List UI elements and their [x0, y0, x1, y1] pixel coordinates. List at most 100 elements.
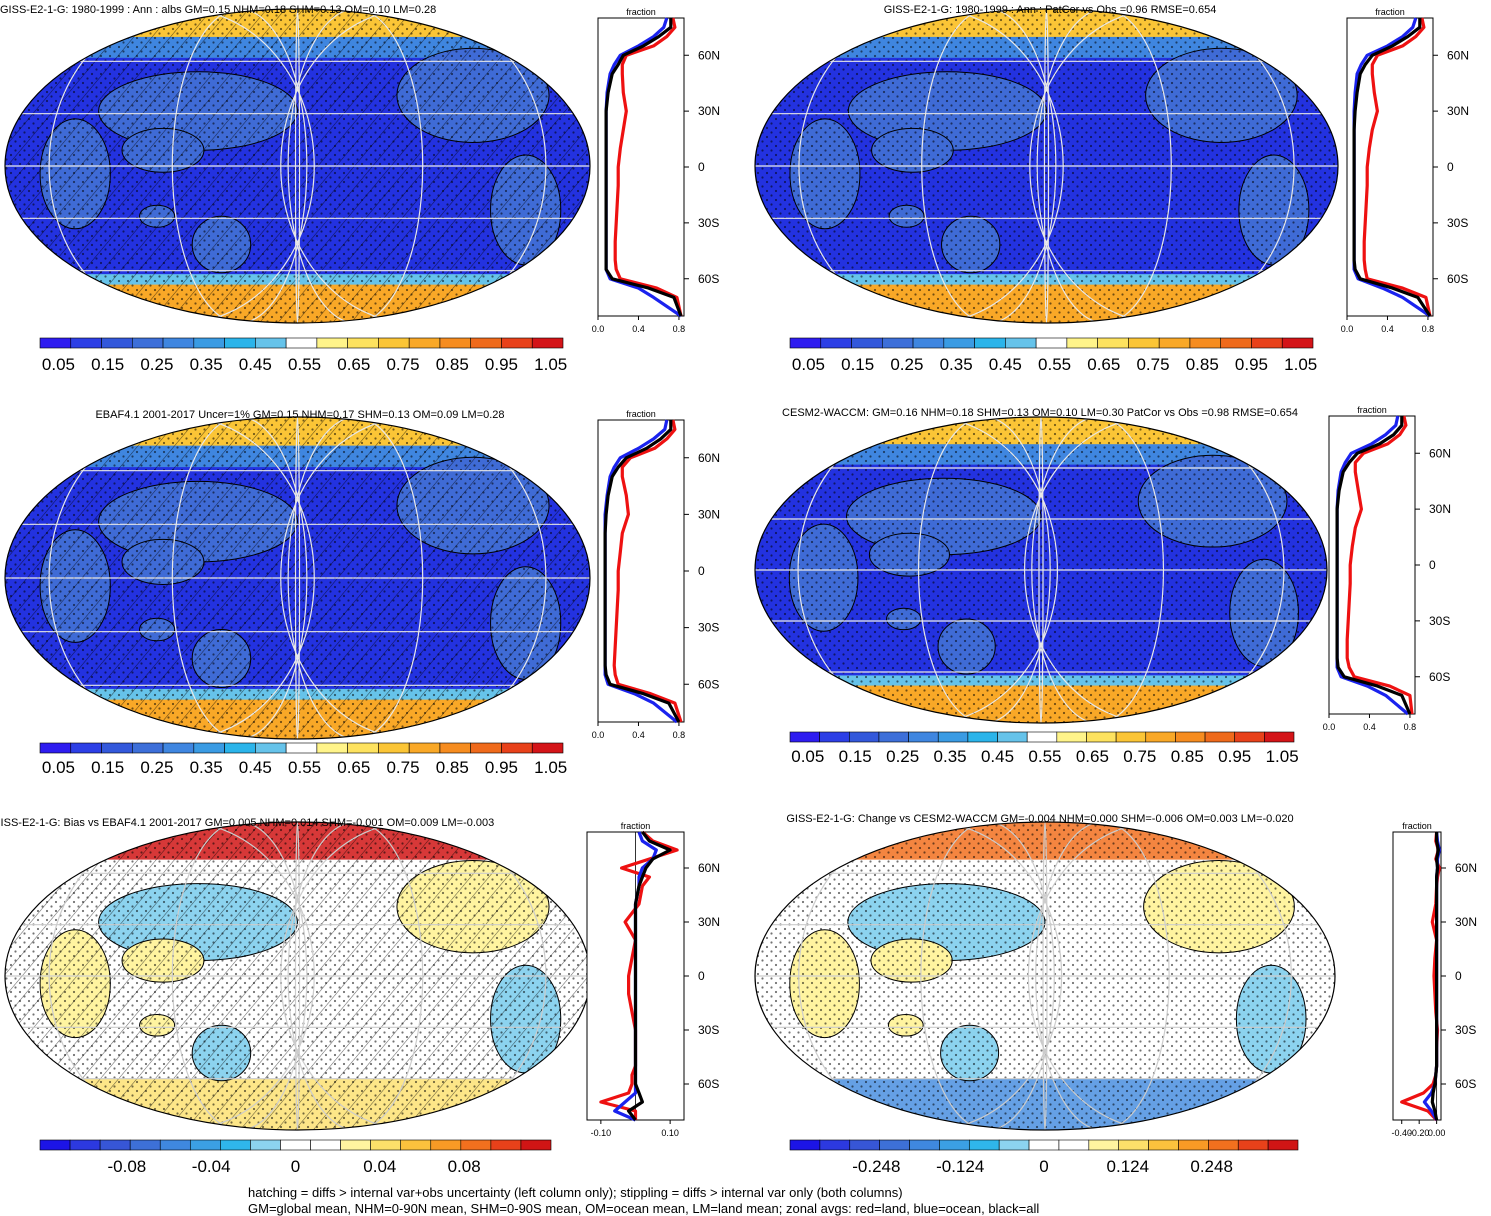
zonal-xtick-label: -0.20 [1409, 1128, 1430, 1138]
zonal-ytick-label: 60S [698, 677, 719, 691]
colorbar-swatch [881, 337, 914, 349]
colorbar-swatch [531, 742, 564, 754]
zonal-ytick-label: 60S [1455, 1077, 1476, 1091]
colorbar-swatch [1056, 731, 1087, 743]
colorbar-swatch [1005, 337, 1037, 349]
colorbar-swatch [1026, 731, 1058, 743]
meridian [798, 9, 1064, 323]
colorbar-swatch [370, 1139, 402, 1151]
meridian [1031, 417, 1165, 723]
colorbar-tick-label: 0.75 [1136, 355, 1169, 374]
zonal-ytick-label: 30N [1455, 915, 1477, 929]
meridian [797, 417, 1059, 723]
colorbar-tick-label: 1.05 [1266, 747, 1299, 766]
colorbar-tick-label: 0.85 [436, 355, 469, 374]
colorbar-swatch [1267, 1139, 1299, 1151]
colorbar-tick-label: 0.95 [1218, 747, 1251, 766]
colorbar-2: 0.05 0.15 0.25 0.35 0.45 0.55 0.65 0.75 0.85 0.95… [789, 337, 1317, 374]
colorbar-swatch [430, 1139, 462, 1151]
zonal-xtick-label: -0.40 [1391, 1128, 1412, 1138]
colorbar-swatch [340, 1139, 371, 1151]
colorbar-swatch [1035, 337, 1068, 349]
colorbar-swatch [1058, 1139, 1090, 1151]
zonal-panel-6: fraction -0.40-0.200.00 60N 30N 0 30S 60S [1391, 821, 1477, 1138]
colorbar-swatch [189, 1139, 221, 1151]
meridian [1043, 9, 1050, 323]
zonal-line-land [1345, 415, 1414, 715]
meridian [280, 417, 547, 739]
zonal-ytick-label: 30N [698, 507, 720, 521]
map-panel-4: CESM2-WACCM: GM=0.16 NHM=0.18 SHM=0.13 O… [754, 407, 1328, 724]
colorbar-swatch [131, 337, 164, 349]
colorbar-swatch [968, 1139, 1000, 1151]
colorbar-tick-label: 0.85 [1171, 747, 1204, 766]
colorbar-swatch [101, 742, 133, 754]
zonal-panel-4: fraction 0.0 0.4 0.8 60N 30N 0 30S 60S [1323, 405, 1451, 732]
meridian [1023, 417, 1285, 723]
colorbar-swatch [220, 1139, 251, 1151]
colorbar-4: 0.05 0.15 0.25 0.35 0.45 0.55 0.65 0.75 0.85 0.95… [789, 731, 1299, 766]
colorbar-swatch [1178, 1139, 1209, 1151]
footnote-line-1: hatching = diffs > internal var+obs unce… [248, 1185, 903, 1200]
zonal-frame [1392, 831, 1442, 1121]
colorbar-swatch [69, 1139, 101, 1151]
colorbar-swatch [470, 742, 502, 754]
colorbar-tick-label: 0.15 [839, 747, 872, 766]
map-title: EBAF4.1 2001-2017 Uncer=1% GM=0.15 NHM=0… [95, 409, 504, 421]
colorbar-tick-label: 0.55 [1028, 747, 1061, 766]
zonal-ytick-label: 60N [698, 861, 720, 875]
meridian [1029, 9, 1295, 323]
colorbar-tick-label: 0.15 [91, 758, 124, 777]
meridian [287, 9, 424, 323]
zonal-xtick-label: 0.4 [1381, 324, 1394, 334]
colorbar-swatch [1237, 1139, 1269, 1151]
colorbar-tick-label: 0.05 [791, 747, 824, 766]
zonal-ytick-label: 30S [698, 1023, 719, 1037]
zonal-ytick-label: 60S [698, 1077, 719, 1091]
colorbar-swatch [347, 742, 379, 754]
zonal-ytick-label: 0 [698, 564, 705, 578]
colorbar-swatch [997, 731, 1028, 743]
colorbar-tick-label: 0.95 [485, 355, 518, 374]
colorbar-swatch [316, 337, 348, 349]
colorbar-tick-label: 0.25 [890, 355, 923, 374]
zonal-ytick-label: 30N [698, 104, 720, 118]
meridian [48, 417, 315, 739]
colorbar-swatch [285, 337, 318, 349]
colorbar-swatch [520, 1139, 552, 1151]
zonal-panel-1: fraction 0.0 0.4 0.8 60N 30N 0 30S 60S [592, 7, 720, 334]
meridian [1038, 417, 1044, 723]
colorbar-swatch [250, 1139, 281, 1151]
colorbar-swatch [851, 337, 883, 349]
colorbar-swatch [943, 337, 975, 349]
zonal-xtick-label: 0.0 [1341, 324, 1354, 334]
zonal-ytick-label: 0 [1455, 969, 1462, 983]
zonal-xtick-label: 0.4 [1363, 722, 1376, 732]
colorbar-tick-label: 0.95 [1235, 355, 1268, 374]
colorbar-swatch [285, 742, 318, 754]
map-title: CESM2-WACCM: GM=0.16 NHM=0.18 SHM=0.13 O… [782, 407, 1298, 419]
map-panel-1: GISS-E2-1-G: 1980-1999 : Ann : albs GM=0… [0, 4, 591, 324]
zonal-xtick-label: 0.8 [673, 324, 686, 334]
colorbar-swatch [162, 337, 195, 349]
zonal-ytick-label: 0 [698, 160, 705, 174]
colorbar-tick-label: 0.45 [989, 355, 1022, 374]
colorbar-swatch [162, 742, 195, 754]
map-title: GISS-E2-1-G: Change vs CESM2-WACCM GM=-0… [786, 813, 1293, 825]
zonal-ytick-label: 60N [698, 48, 720, 62]
colorbar-tick-label: 0.85 [436, 758, 469, 777]
zonal-xlabel: fraction [1357, 405, 1387, 415]
zonal-line-all [1335, 416, 1412, 715]
colorbar-tick-label: 0.25 [140, 758, 173, 777]
colorbar-swatch [159, 1139, 191, 1151]
colorbar-tick-label: 0.55 [288, 758, 321, 777]
zonal-xtick-label: -0.10 [591, 1128, 612, 1138]
colorbar-swatch [39, 337, 72, 349]
meridian [287, 822, 424, 1130]
meridian [917, 417, 1051, 723]
colorbar-swatch [316, 742, 348, 754]
colorbar-swatch [255, 742, 287, 754]
colorbar-swatch [1204, 731, 1236, 743]
meridian [280, 9, 547, 323]
colorbar-swatch [1088, 1139, 1120, 1151]
